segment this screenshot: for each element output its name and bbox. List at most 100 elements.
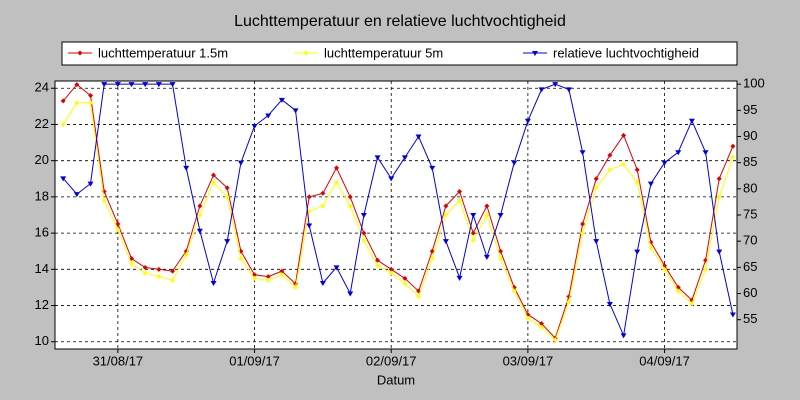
y-tick-label: 14	[35, 261, 49, 276]
marker	[593, 185, 599, 191]
marker	[238, 255, 244, 261]
marker	[661, 160, 668, 166]
marker	[401, 155, 408, 161]
marker	[279, 272, 285, 278]
y2-tick-label: 100	[743, 76, 765, 91]
y-tick-label: 12	[35, 297, 49, 312]
marker	[319, 281, 326, 287]
marker	[224, 185, 230, 191]
marker	[251, 124, 258, 130]
marker	[128, 82, 135, 88]
marker	[224, 194, 230, 200]
marker	[511, 160, 518, 166]
marker	[155, 82, 162, 88]
marker	[74, 82, 80, 88]
y2-tick-label: 95	[743, 102, 757, 117]
marker	[292, 108, 299, 114]
marker	[278, 97, 285, 103]
marker	[101, 198, 107, 204]
y2-tick-label: 75	[743, 206, 757, 221]
marker	[702, 150, 709, 156]
marker	[320, 203, 326, 209]
marker	[484, 212, 490, 218]
marker	[115, 221, 121, 227]
marker	[73, 192, 80, 198]
marker	[293, 284, 299, 290]
marker	[237, 160, 244, 166]
marker	[169, 82, 176, 88]
marker	[60, 98, 66, 104]
marker	[306, 194, 312, 200]
marker	[334, 165, 340, 171]
marker	[429, 248, 435, 254]
y-tick-label: 20	[35, 152, 49, 167]
marker	[634, 179, 640, 185]
marker	[634, 249, 641, 255]
marker	[388, 176, 395, 182]
marker	[306, 223, 313, 229]
x-tick-label: 04/09/17	[639, 353, 690, 368]
marker	[211, 172, 217, 178]
marker	[484, 203, 490, 209]
marker	[511, 288, 517, 294]
marker	[170, 268, 176, 274]
marker	[539, 324, 545, 330]
marker	[621, 161, 627, 167]
marker	[347, 291, 354, 297]
marker	[566, 299, 572, 305]
y-tick-label: 22	[35, 116, 49, 131]
marker	[675, 288, 681, 294]
marker	[716, 194, 722, 200]
marker	[730, 154, 736, 160]
marker	[114, 82, 121, 88]
plot-area	[54, 80, 738, 350]
marker	[60, 176, 67, 182]
marker	[170, 277, 176, 283]
x-tick-label: 02/09/17	[366, 353, 417, 368]
marker	[74, 100, 80, 106]
marker	[580, 221, 586, 227]
marker	[129, 261, 135, 267]
y-tick-label: 24	[35, 80, 49, 95]
marker	[606, 301, 613, 307]
marker	[483, 254, 490, 260]
marker	[498, 255, 504, 261]
y2-tick-label: 90	[743, 128, 757, 143]
marker	[648, 245, 654, 251]
marker	[538, 87, 545, 93]
marker	[224, 239, 231, 245]
marker	[552, 337, 558, 343]
marker	[375, 263, 381, 269]
marker	[457, 198, 463, 204]
marker	[303, 50, 309, 56]
marker	[470, 213, 477, 218]
marker	[183, 252, 189, 258]
marker	[593, 176, 599, 182]
marker	[156, 274, 162, 280]
marker	[196, 228, 203, 234]
marker	[539, 321, 545, 327]
marker	[142, 265, 148, 271]
series-line	[62, 83, 734, 338]
legend-label: luchttemperatuur 1.5m	[98, 45, 228, 60]
marker	[183, 165, 190, 171]
legend-label: luchttemperatuur 5m	[324, 45, 443, 60]
marker	[470, 237, 476, 243]
marker	[252, 275, 258, 281]
marker	[730, 143, 736, 149]
marker	[580, 230, 586, 236]
marker	[361, 237, 367, 243]
marker	[675, 150, 682, 156]
marker	[716, 249, 723, 255]
chart-title: Luchttemperatuur en relatieve luchtvocht…	[234, 13, 566, 30]
series-line	[62, 102, 734, 341]
marker	[265, 277, 271, 283]
marker	[688, 118, 695, 124]
marker	[279, 268, 285, 274]
marker	[703, 266, 709, 272]
marker	[456, 275, 463, 281]
marker	[87, 181, 94, 187]
marker	[77, 50, 83, 56]
marker	[689, 301, 695, 307]
